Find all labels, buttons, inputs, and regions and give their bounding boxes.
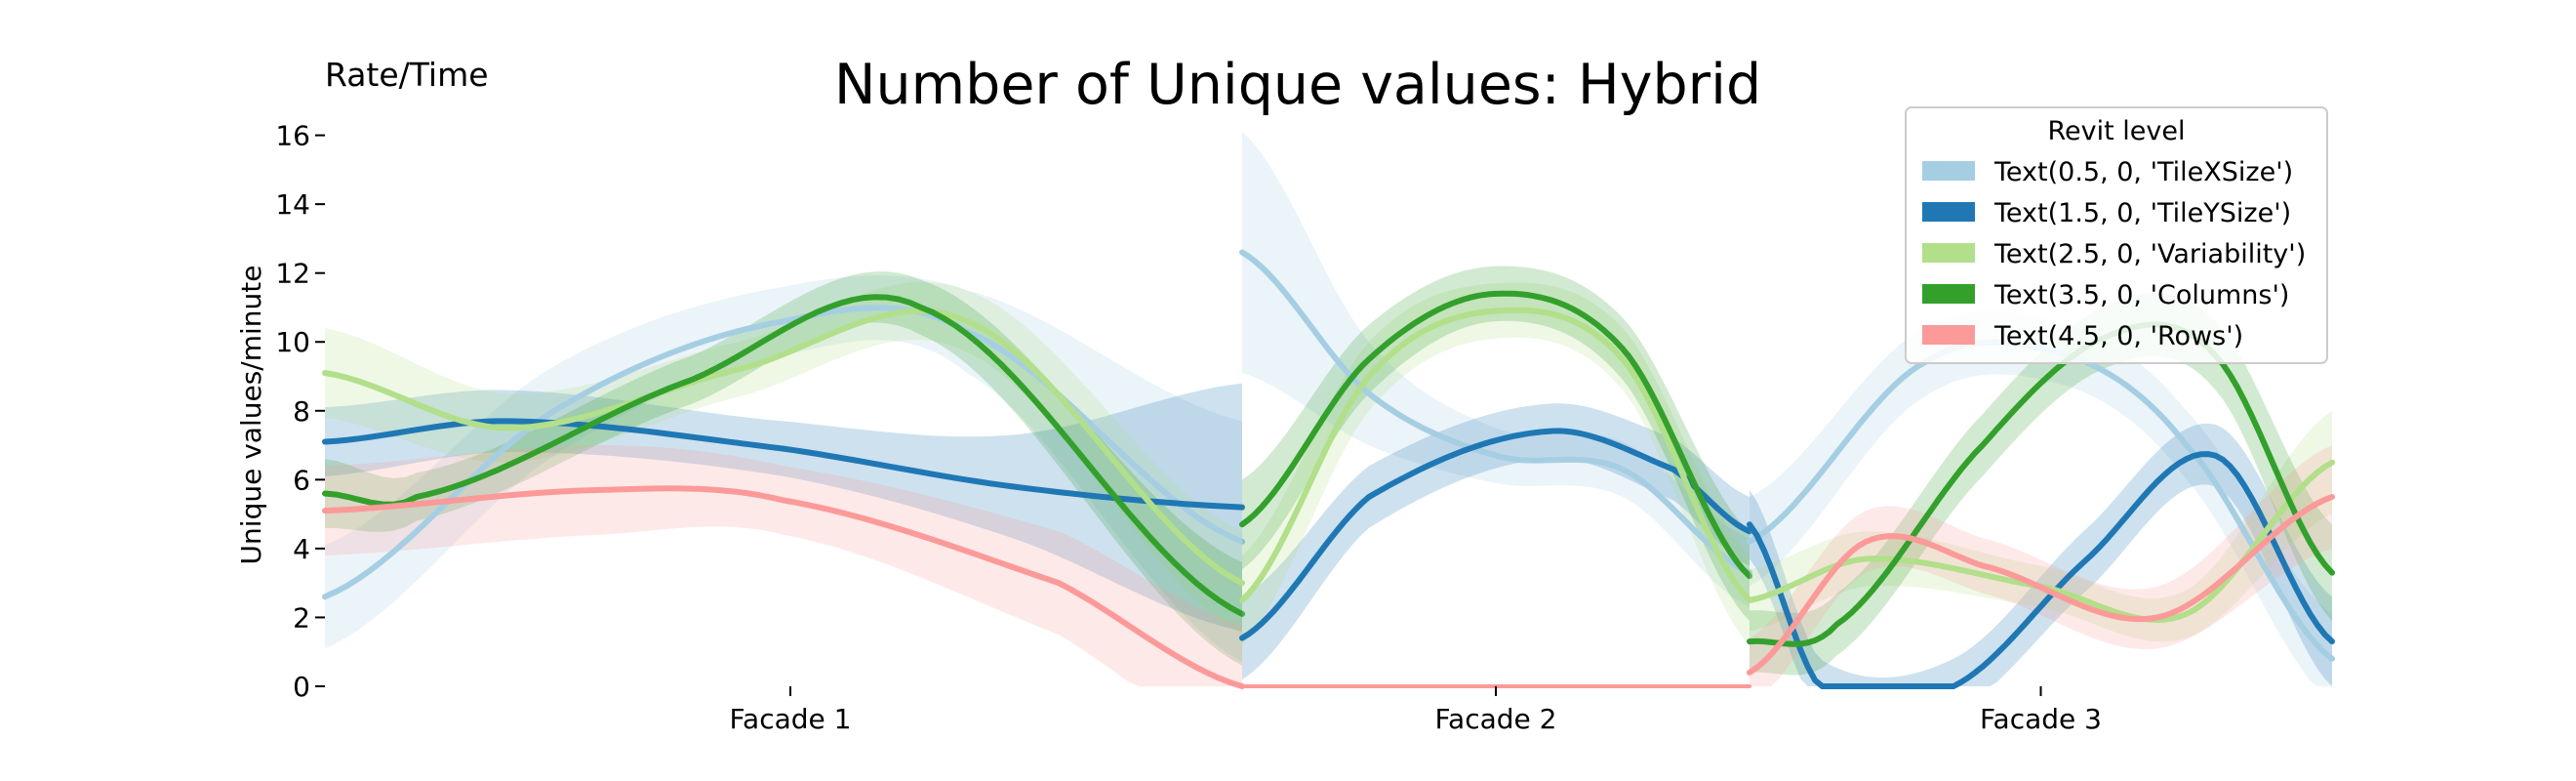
y-tick-label-6: 12 [275, 258, 310, 290]
confidence-band-5 [325, 445, 1242, 686]
legend-swatch-4 [1922, 284, 1975, 304]
x-tick-label-3: Facade 3 [1980, 703, 2102, 735]
series-line-4 [1747, 321, 2335, 647]
plot-area [322, 132, 2335, 689]
y-tick-label-3: 6 [293, 464, 310, 496]
legend-swatch-3 [1922, 243, 1975, 263]
y-tick-label-4: 8 [293, 395, 310, 428]
x-axis: Facade 1 Facade 2 Facade 3 [730, 686, 2102, 735]
series-line-3 [1239, 307, 1752, 603]
legend-swatch-5 [1922, 325, 1975, 345]
facade-panel-1 [322, 271, 1245, 689]
y-tick-label-7: 14 [275, 188, 310, 221]
y-tick-label-2: 4 [293, 533, 310, 565]
confidence-band-3 [1750, 410, 2332, 642]
legend-box [1905, 106, 2328, 364]
y-tick-label-8: 16 [275, 120, 310, 152]
y-tick-label-1: 2 [293, 601, 310, 634]
confidence-band-1 [325, 275, 1242, 663]
legend-swatch-2 [1922, 202, 1975, 222]
series-line-2 [1239, 428, 1752, 641]
series-line-5 [1747, 494, 2335, 676]
y-tick-label-5: 10 [275, 326, 310, 358]
y-tick-label-0: 0 [293, 671, 310, 703]
legend-label-4: Text(3.5, 0, 'Columns') [1993, 280, 2289, 310]
facade-panel-2 [1239, 132, 1752, 688]
confidence-band-4 [325, 271, 1242, 666]
y-axis: 0 2 4 6 8 10 12 14 16 [275, 120, 325, 703]
chart-title: Number of Unique values: Hybrid [834, 53, 1761, 117]
series-line-4 [1239, 290, 1752, 580]
legend-title: Revit level [2047, 116, 2185, 146]
confidence-band-1 [1242, 132, 1750, 607]
legend-label-1: Text(0.5, 0, 'TileXSize') [1993, 157, 2293, 187]
series-line-2 [1747, 451, 2335, 689]
confidence-band-1 [1750, 309, 2332, 686]
series-line-3 [322, 308, 1245, 587]
legend-label-2: Text(1.5, 0, 'TileYSize') [1993, 198, 2291, 228]
confidence-band-5 [1750, 445, 2332, 686]
x-tick-label-1: Facade 1 [730, 703, 852, 735]
corner-label: Rate/Time [325, 56, 489, 94]
confidence-band-3 [325, 281, 1242, 636]
y-axis-label: Unique values/minute [235, 266, 267, 565]
legend: Revit level Text(0.5, 0, 'TileXSize') Tex… [1905, 106, 2328, 364]
legend-swatch-1 [1922, 161, 1975, 181]
series-line-4 [322, 294, 1245, 617]
series-line-1 [1239, 249, 1752, 576]
series-line-1 [322, 305, 1245, 600]
legend-label-3: Text(2.5, 0, 'Variability') [1993, 239, 2306, 269]
confidence-band-4 [1750, 292, 2332, 676]
legend-label-5: Text(4.5, 0, 'Rows') [1993, 321, 2243, 351]
x-tick-label-2: Facade 2 [1435, 703, 1557, 735]
series-line-5 [322, 485, 1245, 689]
confidence-band-4 [1242, 266, 1750, 621]
